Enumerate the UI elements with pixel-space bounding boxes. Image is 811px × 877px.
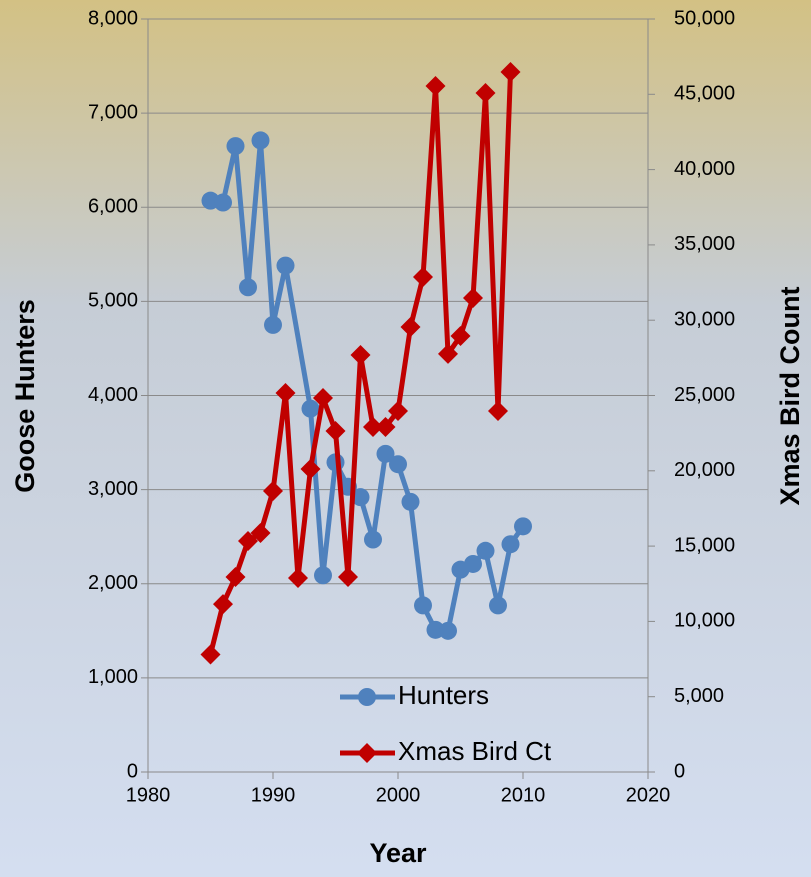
data-point <box>364 530 382 549</box>
data-point <box>250 522 271 543</box>
data-point <box>276 256 295 275</box>
data-point <box>425 76 446 97</box>
legend-label: Hunters <box>398 680 489 710</box>
data-point <box>413 266 433 287</box>
data-point <box>351 488 370 507</box>
legend-marker <box>357 743 377 763</box>
y2-axis-title: Xmas Bird Count <box>775 286 805 505</box>
y-tick-label: 3,000 <box>88 478 138 500</box>
x-tick-label: 1980 <box>126 784 171 806</box>
y-axis-title: Goose Hunters <box>10 299 40 493</box>
y2-tick-label: 45,000 <box>674 83 735 105</box>
data-point <box>389 455 407 474</box>
data-point <box>301 399 320 418</box>
x-axis-title: Year <box>369 838 427 868</box>
y2-tick-label: 30,000 <box>674 308 735 330</box>
x-tick-label: 2000 <box>376 784 421 806</box>
data-point <box>501 535 520 554</box>
data-point <box>213 594 233 615</box>
data-point <box>401 492 420 511</box>
x-tick-label: 1990 <box>251 784 296 806</box>
data-point <box>388 401 408 422</box>
y-tick-label: 4,000 <box>88 384 138 406</box>
data-point <box>375 416 396 437</box>
data-point <box>438 343 458 364</box>
y2-tick-label: 50,000 <box>674 7 735 29</box>
data-point <box>514 517 532 536</box>
data-point <box>500 62 521 83</box>
x-tick-label: 2020 <box>626 784 671 806</box>
data-point <box>463 288 483 309</box>
data-point <box>450 326 471 347</box>
y2-tick-label: 10,000 <box>674 610 735 632</box>
data-point <box>313 388 333 409</box>
data-point <box>288 568 308 589</box>
data-point <box>226 137 245 156</box>
data-point <box>488 401 508 422</box>
data-point <box>489 596 507 615</box>
y2-tick-label: 35,000 <box>674 233 735 255</box>
y2-tick-label: 20,000 <box>674 459 735 481</box>
data-point <box>350 344 371 365</box>
y2-tick-label: 15,000 <box>674 534 735 556</box>
y-tick-label: 6,000 <box>88 196 138 218</box>
y-tick-label: 0 <box>127 760 138 782</box>
data-point <box>238 530 258 551</box>
legend-marker <box>358 688 376 706</box>
y-tick-label: 7,000 <box>88 101 138 123</box>
y-tick-label: 5,000 <box>88 290 138 312</box>
data-point <box>264 315 282 334</box>
data-point <box>376 444 395 463</box>
data-point <box>200 644 221 665</box>
data-point <box>414 596 432 615</box>
data-point <box>464 554 482 573</box>
y2-tick-label: 0 <box>674 760 685 782</box>
y2-tick-label: 40,000 <box>674 158 735 180</box>
data-point <box>263 480 283 501</box>
data-point <box>338 566 358 587</box>
data-point <box>214 193 232 212</box>
data-point <box>363 416 383 437</box>
y2-tick-label: 25,000 <box>674 384 735 406</box>
y-tick-label: 8,000 <box>88 7 138 29</box>
data-point <box>439 621 457 640</box>
x-tick-label: 2010 <box>501 784 546 806</box>
data-point <box>476 541 495 560</box>
legend-label: Xmas Bird Ct <box>398 736 552 766</box>
y2-tick-label: 5,000 <box>674 685 724 707</box>
data-point <box>239 278 257 297</box>
data-point <box>314 566 332 585</box>
data-point <box>251 131 270 150</box>
y-tick-label: 2,000 <box>88 572 138 594</box>
data-point <box>275 382 296 403</box>
data-point <box>475 82 496 103</box>
data-point <box>300 458 321 479</box>
data-point <box>325 421 346 442</box>
data-point <box>400 316 421 337</box>
y-tick-label: 1,000 <box>88 666 138 688</box>
data-point <box>225 566 246 587</box>
